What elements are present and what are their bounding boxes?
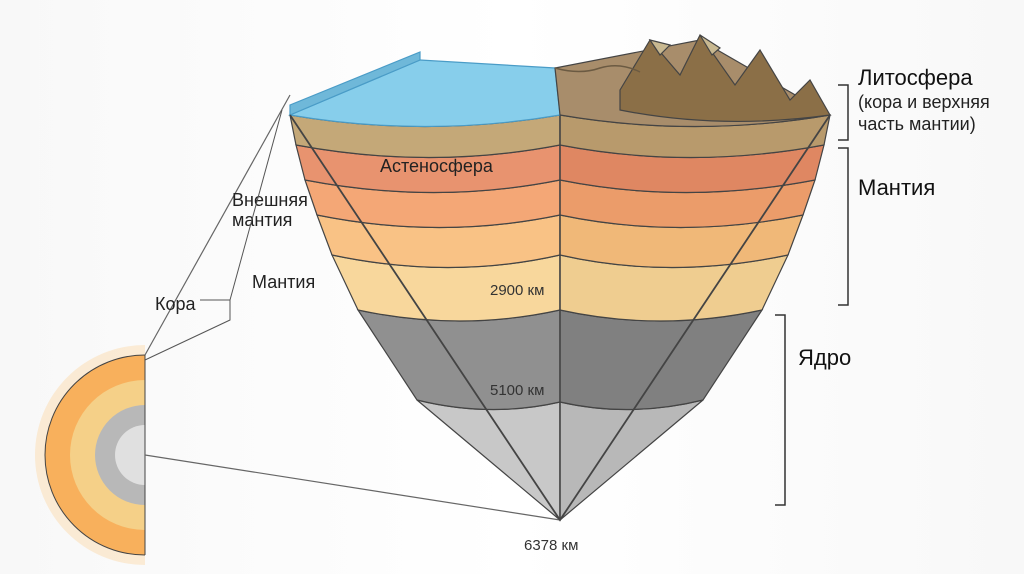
outer-mantle-label-2: мантия <box>232 210 292 230</box>
mantle-right-label: Мантия <box>858 175 935 200</box>
lithosphere-label-3: часть мантии) <box>858 114 976 134</box>
lithosphere-label-2: (кора и верхняя <box>858 92 990 112</box>
depth-6378: 6378 км <box>524 537 578 554</box>
asthenosphere-label: Астеносфера <box>380 156 494 176</box>
crust-label: Кора <box>155 294 197 314</box>
outer-mantle-label-1: Внешняя <box>232 190 308 210</box>
mantle-left-label: Мантия <box>252 272 315 292</box>
core-label: Ядро <box>798 345 851 370</box>
left-labels: Внешняя мантия Мантия Кора <box>145 110 315 360</box>
depth-5100: 5100 км <box>490 382 544 399</box>
depth-2900: 2900 км <box>490 282 544 299</box>
surface-top <box>290 35 830 127</box>
lithosphere-label-1: Литосфера <box>858 65 973 90</box>
earth-layers-diagram: 2900 км 5100 км 6378 км Астеносфера Внеш… <box>0 0 1024 574</box>
mini-cross-section <box>35 345 145 565</box>
